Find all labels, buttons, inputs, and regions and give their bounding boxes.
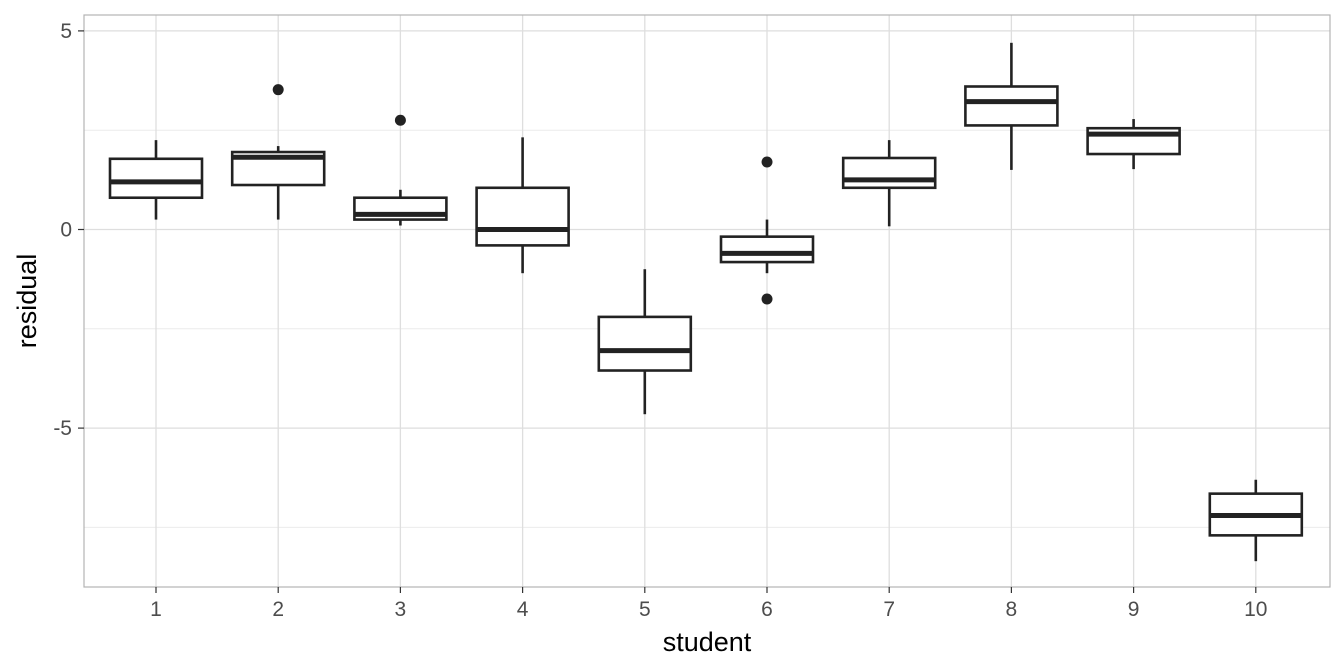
x-tick-label: 9 [1128,598,1140,621]
box-body [597,315,693,372]
box-7 [841,140,937,227]
box-8 [964,42,1059,170]
x-tick-label: 8 [1006,598,1018,621]
plot-panel-background [84,15,1330,587]
box-6 [719,156,815,305]
box-series [108,42,1304,562]
outlier-point [394,114,406,126]
box-body [108,157,204,200]
box-2 [230,84,326,220]
x-tick-label: 3 [395,598,407,621]
box-body [719,235,815,264]
y-tick-label: -5 [53,417,72,440]
box-5 [597,269,693,415]
x-tick-label: 7 [883,598,895,621]
x-tick-label: 4 [517,598,529,621]
box-4 [475,137,570,274]
box-10 [1208,479,1304,562]
outlier-point [761,293,773,305]
box-1 [108,140,204,220]
axes: 5 0 -5 1 2 3 4 5 6 7 8 9 10 [53,20,1267,621]
x-tick-label: 2 [272,598,284,621]
grid-lines [84,15,1330,587]
outlier-point [272,84,284,96]
y-tick-label: 0 [60,219,72,242]
x-axis-title: student [663,627,752,657]
y-tick-label: 5 [60,20,72,43]
box-9 [1086,119,1181,170]
outlier-point [761,156,773,168]
box-body [964,85,1059,127]
plot-panel-border [83,14,1331,588]
box-body [475,186,570,247]
box-3 [353,114,448,226]
x-tick-label: 1 [150,598,162,621]
x-tick-label: 5 [639,598,651,621]
y-axis-title: residual [12,254,42,349]
box-body [841,156,937,190]
x-tick-label: 6 [761,598,773,621]
x-tick-label: 10 [1244,598,1267,621]
